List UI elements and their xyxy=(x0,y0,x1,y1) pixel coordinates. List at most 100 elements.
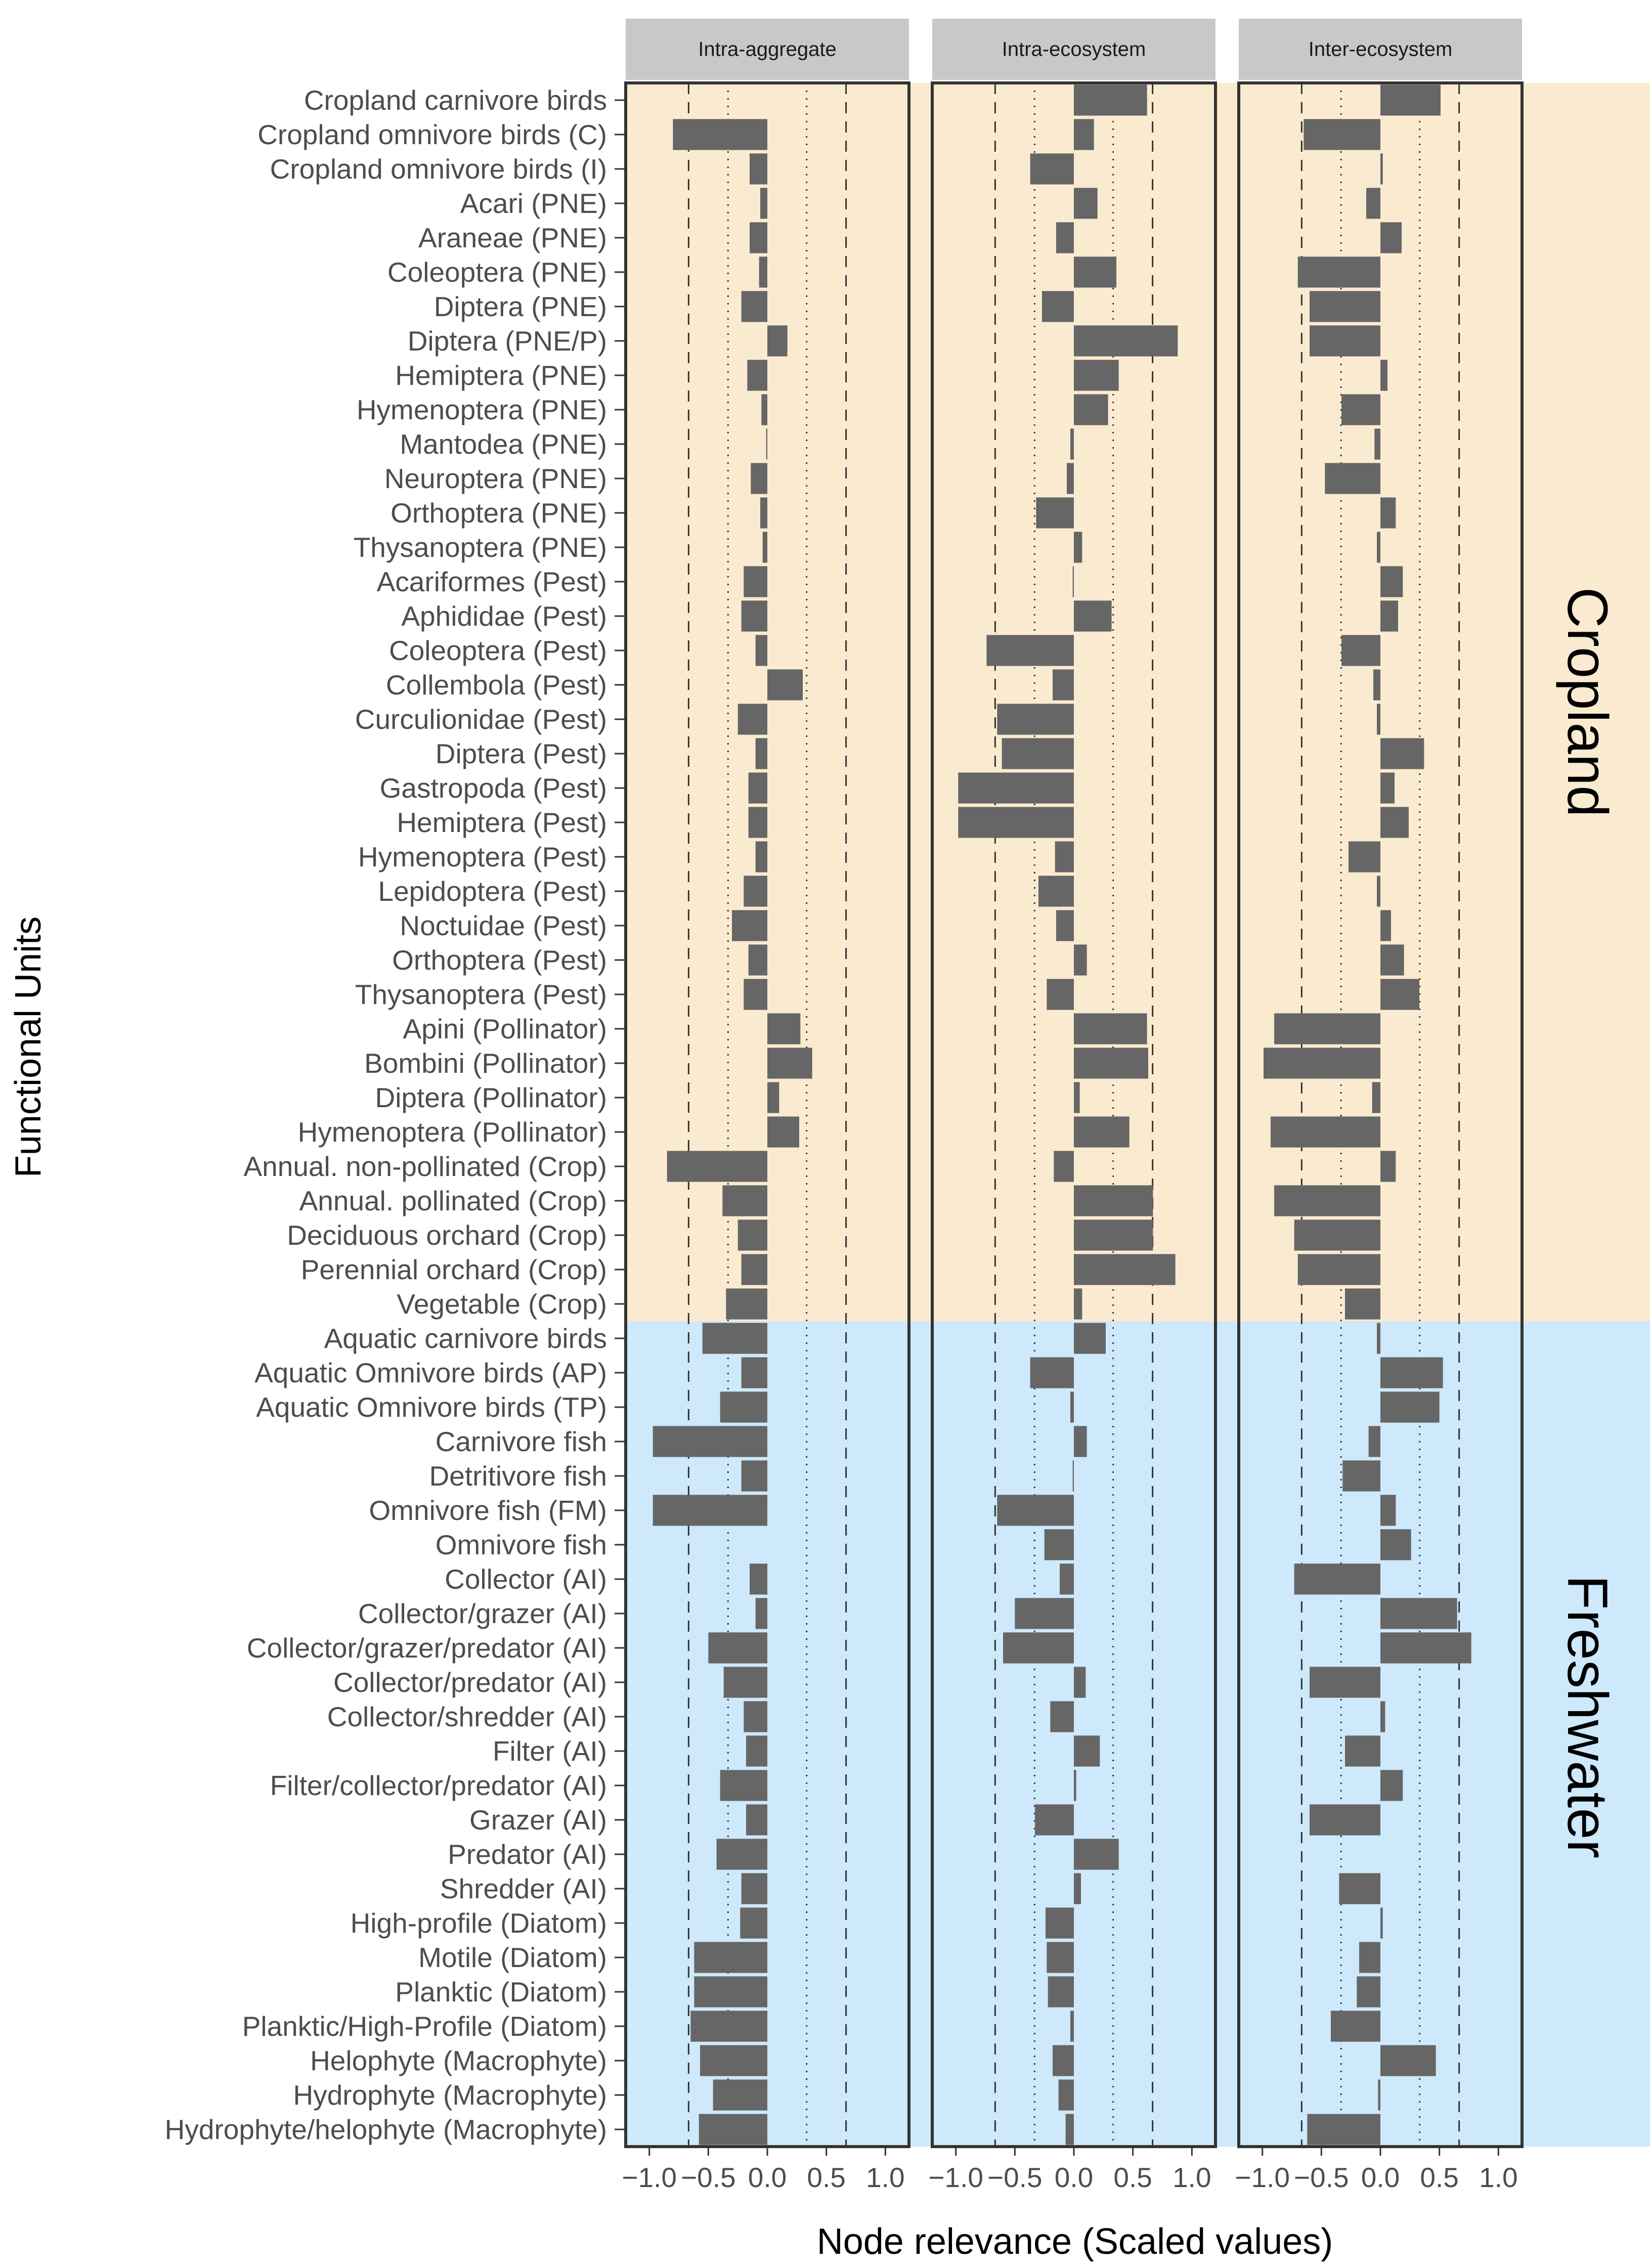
y-tick-label: Coleoptera (PNE) xyxy=(387,256,607,288)
bar: Aquatic Omnivore birds (AP): -0.37 xyxy=(1030,1357,1074,1388)
strip-inter-ecosystem xyxy=(1239,19,1522,80)
bar: Acariformes (Pest): -0.2 xyxy=(744,566,767,597)
bar: Neuroptera (PNE): -0.14 xyxy=(751,463,767,494)
bar: Hymenoptera (Pollinator): -0.93 xyxy=(1271,1116,1380,1148)
bar: Aquatic carnivore birds: -0.55 xyxy=(702,1323,767,1354)
bar: Deciduous orchard (Crop): -0.73 xyxy=(1294,1219,1380,1251)
bar: Collector/grazer (AI): -0.1 xyxy=(755,1598,767,1629)
x-tick-label: 1.0 xyxy=(866,2162,904,2193)
bar: Diptera (PNE): -0.6 xyxy=(1310,291,1380,322)
y-tick-label: Collector/shredder (AI) xyxy=(327,1701,607,1732)
y-tick-label: Araneae (PNE) xyxy=(418,222,607,253)
y-tick-label: Diptera (PNE/P) xyxy=(408,325,607,357)
bar: Perennial orchard (Crop): -0.22 xyxy=(741,1254,767,1285)
bar: Collector/grazer (AI): -0.5 xyxy=(1015,1598,1074,1629)
bar: Collector/predator (AI): -0.37 xyxy=(723,1667,767,1698)
bar: Thysanoptera (Pest): -0.2 xyxy=(744,979,767,1010)
y-axis-title: Functional Units xyxy=(8,917,49,1177)
x-tick-label: −0.5 xyxy=(1294,2162,1349,2193)
bar: Collector (AI): -0.12 xyxy=(1060,1563,1074,1595)
bar: Cropland omnivore birds (I): 0.02 xyxy=(1380,153,1383,185)
bar: Orthoptera (PNE): 0.13 xyxy=(1380,497,1396,529)
bar: Collector/shredder (AI): -0.2 xyxy=(1050,1701,1074,1732)
y-tick-label: Hydrophyte (Macrophyte) xyxy=(293,2079,607,2111)
bar: Motile (Diatom): -0.62 xyxy=(694,1942,767,1973)
bar: Aquatic carnivore birds: -0.03 xyxy=(1377,1323,1380,1354)
bar: Grazer (AI): -0.33 xyxy=(1035,1804,1074,1836)
bar: Planktic (Diatom): -0.62 xyxy=(694,1976,767,2008)
bar: Acari (PNE): -0.12 xyxy=(1366,188,1380,219)
bar: Hydrophyte (Macrophyte): -0.46 xyxy=(713,2079,767,2111)
bar: Coleoptera (PNE): -0.07 xyxy=(759,256,767,288)
bar: Omnivore fish: 0.26 xyxy=(1380,1529,1411,1560)
y-tick-label: Perennial orchard (Crop) xyxy=(301,1254,607,1285)
bar: Collector (AI): -0.73 xyxy=(1294,1563,1380,1595)
y-tick-label: Aquatic Omnivore birds (AP) xyxy=(254,1357,607,1388)
bar: Neuroptera (PNE): -0.06 xyxy=(1067,463,1074,494)
bar: Apini (Pollinator): 0.28 xyxy=(767,1013,801,1044)
bar: Apini (Pollinator): 0.62 xyxy=(1074,1013,1147,1044)
y-tick-label: Cropland omnivore birds (C) xyxy=(257,119,607,150)
bar: Hymenoptera (PNE): -0.33 xyxy=(1341,394,1380,425)
bar: Hydrophyte/helophyte (Macrophyte): -0.58 xyxy=(699,2114,767,2145)
bar: Lepidoptera (Pest): -0.2 xyxy=(744,876,767,907)
bar: Coleoptera (PNE): -0.7 xyxy=(1297,256,1380,288)
bar: Hymenoptera (Pest): -0.27 xyxy=(1349,841,1380,873)
bar: Aphididae (Pest): 0.15 xyxy=(1380,600,1398,632)
y-tick-label: Orthoptera (Pest) xyxy=(392,944,607,976)
y-tick-label: Lepidoptera (Pest) xyxy=(378,876,607,907)
bar: Hydrophyte (Macrophyte): -0.02 xyxy=(1378,2079,1380,2111)
x-tick-label: −1.0 xyxy=(1235,2162,1290,2193)
bar: Annual. non-pollinated (Crop): -0.17 xyxy=(1054,1151,1074,1182)
bar: Cropland carnivore birds: 0.62 xyxy=(1074,84,1147,116)
y-tick-label: Diptera (Pollinator) xyxy=(375,1082,607,1113)
bar: Helophyte (Macrophyte): -0.57 xyxy=(700,2045,767,2076)
bar: Bombini (Pollinator): 0.63 xyxy=(1074,1048,1148,1079)
bar: Perennial orchard (Crop): -0.7 xyxy=(1297,1254,1380,1285)
bar: Orthoptera (PNE): -0.06 xyxy=(760,497,767,529)
y-tick-label: Apini (Pollinator) xyxy=(403,1013,607,1044)
bar: Hymenoptera (Pollinator): 0.47 xyxy=(1074,1116,1130,1148)
y-tick-label: Noctuidae (Pest) xyxy=(400,910,607,941)
bar: Hymenoptera (Pest): -0.1 xyxy=(755,841,767,873)
bar: Mantodea (PNE): -0.01 xyxy=(766,428,767,460)
y-tick-label: Thysanoptera (PNE) xyxy=(354,532,607,563)
bar: Predator (AI): 0.38 xyxy=(1074,1839,1119,1870)
facet-strips: Intra-aggregate Intra-ecosystem Inter-ecos… xyxy=(626,19,1522,80)
bar: Shredder (AI): -0.22 xyxy=(741,1873,767,1904)
bar: Hemiptera (PNE): 0.38 xyxy=(1074,360,1119,391)
bar: Diptera (PNE/P): -0.6 xyxy=(1310,325,1380,357)
bar: Carnivore fish: 0.11 xyxy=(1074,1426,1087,1457)
y-tick-label: Aquatic Omnivore birds (TP) xyxy=(256,1391,607,1423)
strip-intra-ecosystem xyxy=(932,19,1215,80)
bar: Collector/grazer (AI): 0.65 xyxy=(1380,1598,1457,1629)
y-tick-label: Aphididae (Pest) xyxy=(401,600,607,632)
bar: High-profile (Diatom): -0.24 xyxy=(1046,1907,1074,1939)
bar: Orthoptera (PNE): -0.32 xyxy=(1036,497,1074,529)
region-bg-freshwater xyxy=(626,1321,1650,2147)
region-labels: Cropland Freshwater xyxy=(1556,587,1619,1858)
y-tick-label: Neuroptera (PNE) xyxy=(384,463,607,494)
y-tick-label: Detritivore fish xyxy=(429,1460,607,1492)
bar: Hydrophyte/helophyte (Macrophyte): -0.62 xyxy=(1307,2114,1380,2145)
bar: Mantodea (PNE): -0.03 xyxy=(1070,428,1074,460)
bar: Diptera (PNE): -0.22 xyxy=(741,291,767,322)
bar: Hemiptera (PNE): -0.17 xyxy=(747,360,767,391)
y-tick-label: Hymenoptera (Pollinator) xyxy=(298,1116,607,1148)
bar: Carnivore fish: -0.97 xyxy=(653,1426,767,1457)
bar: Filter/collector/predator (AI): 0.02 xyxy=(1074,1770,1076,1801)
bar: Collector/grazer/predator (AI): -0.6 xyxy=(1003,1632,1074,1664)
bar: Motile (Diatom): -0.18 xyxy=(1359,1942,1380,1973)
bar: Apini (Pollinator): -0.9 xyxy=(1274,1013,1380,1044)
bar: Carnivore fish: -0.1 xyxy=(1368,1426,1380,1457)
bar: Orthoptera (Pest): 0.2 xyxy=(1380,944,1404,976)
y-tick-label: Planktic (Diatom) xyxy=(395,1976,607,2008)
bar: Coleoptera (Pest): -0.1 xyxy=(755,635,767,666)
y-tick-label: Acariformes (Pest) xyxy=(377,566,607,597)
y-tick-label: Hemiptera (Pest) xyxy=(397,807,607,838)
bar: Diptera (Pollinator): -0.07 xyxy=(1372,1082,1380,1113)
y-tick-label: Filter (AI) xyxy=(493,1735,607,1767)
strip-label: Intra-ecosystem xyxy=(1002,38,1146,61)
bar: Diptera (PNE/P): 0.17 xyxy=(767,325,788,357)
